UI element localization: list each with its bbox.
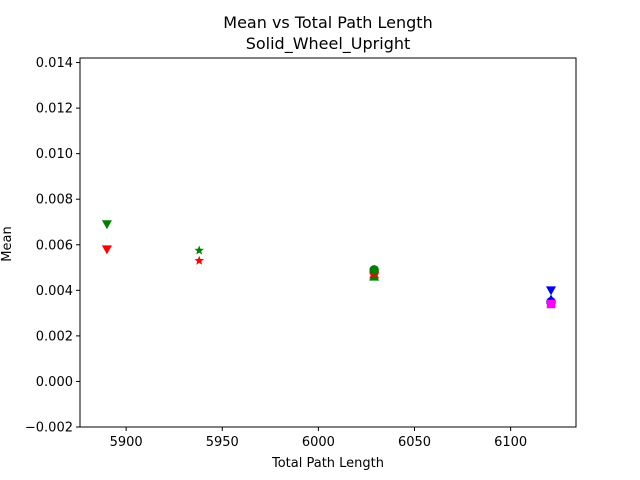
x-tick-label: 6100 (494, 435, 527, 450)
x-tick-label: 5900 (110, 435, 143, 450)
data-point-triangle-down (101, 220, 112, 230)
chart-subtitle: Solid_Wheel_Upright (246, 34, 411, 54)
y-axis-label: Mean (0, 226, 15, 261)
y-tick-label: 0.012 (36, 102, 73, 117)
plot-frame (79, 57, 577, 428)
x-tick-label: 6000 (302, 435, 335, 450)
data-point-circle (369, 265, 379, 275)
y-tick-label: 0.014 (36, 56, 73, 71)
x-tick-label: 5950 (206, 435, 239, 450)
x-axis-label: Total Path Length (271, 456, 384, 471)
data-point-square (546, 299, 556, 309)
y-tick-label: 0.006 (36, 238, 73, 253)
y-tick-label: 0.000 (36, 375, 73, 390)
data-point-star (194, 245, 204, 255)
chart-title: Mean vs Total Path Length (223, 13, 432, 32)
plot-area: 5900 5950 6000 6050 6100 −0.002 0.000 0.002 0.00… (25, 56, 577, 450)
data-point-star (194, 255, 204, 265)
y-tick-label: −0.002 (25, 421, 73, 436)
data-point-triangle-down (546, 286, 557, 296)
y-tick-label: 0.004 (36, 284, 73, 299)
y-tick-label: 0.010 (36, 147, 73, 162)
y-tick-label: 0.008 (36, 193, 73, 208)
y-tick-label: 0.002 (36, 329, 73, 344)
x-tick-label: 6050 (398, 435, 431, 450)
data-point-triangle-down (101, 245, 112, 255)
